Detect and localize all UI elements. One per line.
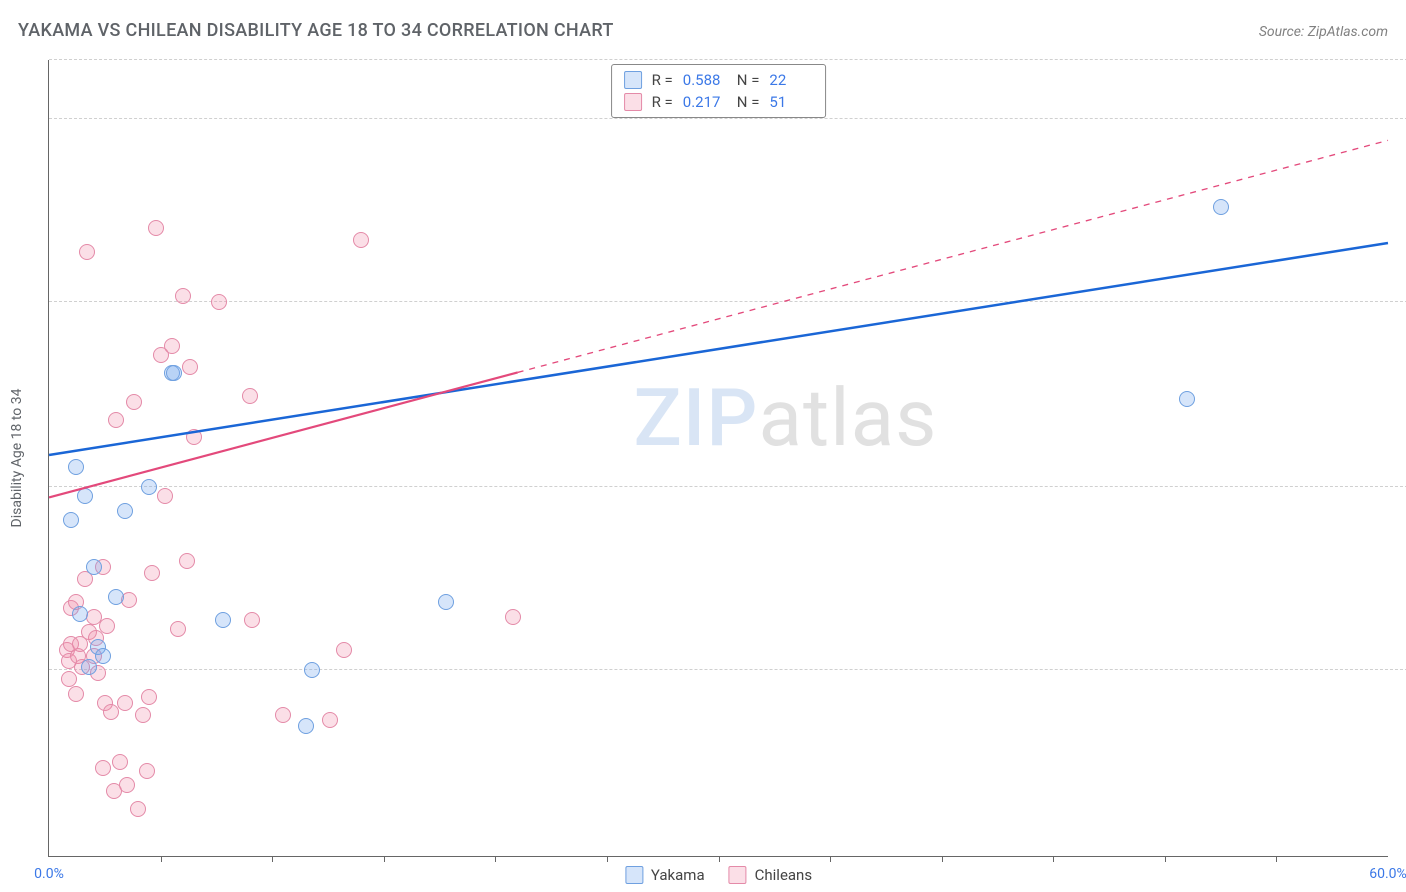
legend-swatch [624, 93, 642, 111]
data-point [242, 388, 258, 404]
data-point [1179, 391, 1195, 407]
x-axis-tick [1053, 856, 1054, 862]
legend-r-label: R = [652, 71, 673, 89]
data-point [175, 288, 191, 304]
gridline [49, 59, 1406, 60]
data-point [135, 707, 151, 723]
gridline [49, 486, 1406, 487]
legend-swatch [624, 71, 642, 89]
x-axis-max-label: 60.0% [1369, 866, 1406, 882]
legend-n-value: 51 [769, 93, 813, 111]
data-point [166, 365, 182, 381]
legend-n-value: 22 [769, 71, 813, 89]
legend-n-label: N = [737, 71, 760, 89]
legend-r-value: 0.588 [683, 71, 727, 89]
x-axis-tick [942, 856, 943, 862]
data-point [148, 220, 164, 236]
gridline [49, 301, 1406, 302]
data-point [179, 553, 195, 569]
data-point [211, 294, 227, 310]
chart-plot-area: Disability Age 18 to 34 6.3%12.5%18.8%25… [48, 60, 1388, 857]
legend-row: R = 0.217 N = 51 [624, 91, 814, 113]
legend-item: Yakama [625, 866, 705, 884]
data-point [336, 642, 352, 658]
x-axis-min-label: 0.0% [34, 866, 64, 882]
data-point [68, 459, 84, 475]
data-point [119, 777, 135, 793]
data-point [505, 609, 521, 625]
correlation-legend: R = 0.588 N = 22 R = 0.217 N = 51 [611, 64, 827, 118]
legend-row: R = 0.588 N = 22 [624, 69, 814, 91]
x-axis-tick [719, 856, 720, 862]
data-point [164, 338, 180, 354]
legend-swatch [729, 866, 747, 884]
data-point [353, 232, 369, 248]
gridline [49, 669, 1406, 670]
x-axis-tick [384, 856, 385, 862]
data-point [186, 429, 202, 445]
data-point [79, 244, 95, 260]
y-axis-title: Disability Age 18 to 34 [9, 389, 25, 528]
data-point [141, 689, 157, 705]
legend-series-name: Chileans [755, 866, 812, 884]
data-point [141, 479, 157, 495]
data-point [95, 648, 111, 664]
data-point [215, 612, 231, 628]
legend-item: Chileans [729, 866, 812, 884]
data-point [99, 618, 115, 634]
data-point [77, 488, 93, 504]
legend-swatch [625, 866, 643, 884]
data-point [86, 559, 102, 575]
data-point [1213, 199, 1229, 215]
data-point [117, 503, 133, 519]
data-point [144, 565, 160, 581]
data-point [108, 412, 124, 428]
data-point [112, 754, 128, 770]
data-point [304, 662, 320, 678]
data-point [170, 621, 186, 637]
data-point [139, 763, 155, 779]
data-point [182, 359, 198, 375]
data-point [130, 801, 146, 817]
data-point [117, 695, 133, 711]
x-axis-tick [607, 856, 608, 862]
data-point [157, 488, 173, 504]
data-point [108, 589, 124, 605]
x-axis-tick [1276, 856, 1277, 862]
chart-title: YAKAMA VS CHILEAN DISABILITY AGE 18 TO 3… [18, 20, 614, 41]
x-axis-tick [495, 856, 496, 862]
data-point [322, 712, 338, 728]
data-point [63, 512, 79, 528]
x-axis-tick [1165, 856, 1166, 862]
data-point [81, 659, 97, 675]
legend-n-label: N = [737, 93, 760, 111]
data-point [72, 606, 88, 622]
x-axis-tick [830, 856, 831, 862]
data-point [275, 707, 291, 723]
data-point [126, 394, 142, 410]
data-point [68, 686, 84, 702]
data-point [438, 594, 454, 610]
series-legend: Yakama Chileans [625, 866, 812, 884]
gridline [49, 118, 1406, 119]
legend-r-value: 0.217 [683, 93, 727, 111]
legend-r-label: R = [652, 93, 673, 111]
source-label: Source: ZipAtlas.com [1259, 24, 1388, 40]
data-point [244, 612, 260, 628]
data-point [95, 760, 111, 776]
data-point [61, 671, 77, 687]
legend-series-name: Yakama [651, 866, 705, 884]
x-axis-tick [272, 856, 273, 862]
x-axis-tick [161, 856, 162, 862]
data-point [298, 718, 314, 734]
